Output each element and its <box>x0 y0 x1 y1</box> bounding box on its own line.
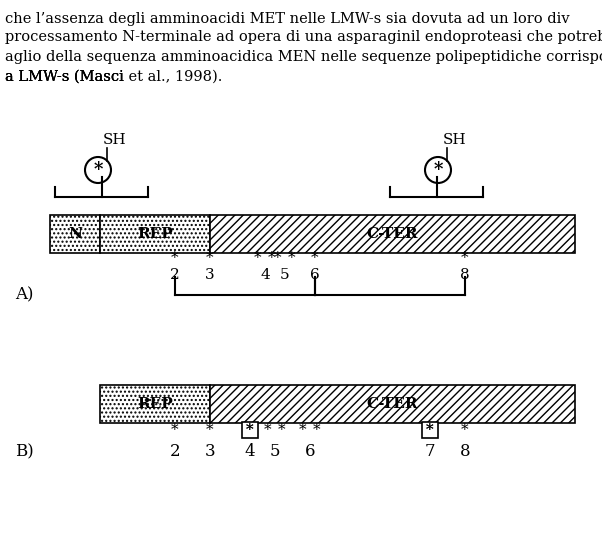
Text: *: * <box>278 423 286 437</box>
Text: SH: SH <box>443 133 467 147</box>
Text: 3: 3 <box>205 443 216 460</box>
Text: 8: 8 <box>460 268 470 282</box>
Text: *: * <box>171 423 179 437</box>
Text: 6: 6 <box>310 268 320 282</box>
Text: 4: 4 <box>260 268 270 282</box>
Text: che l’assenza degli amminoacidi MET nelle LMW-s sia dovuta ad un loro div: che l’assenza degli amminoacidi MET nell… <box>5 12 569 26</box>
Text: *: * <box>246 423 254 437</box>
Text: 2: 2 <box>170 268 180 282</box>
Text: 6: 6 <box>305 443 315 460</box>
Text: *: * <box>274 251 282 265</box>
Text: *: * <box>206 251 214 265</box>
Text: *: * <box>264 423 272 437</box>
Text: 3: 3 <box>205 268 215 282</box>
Text: *: * <box>433 161 442 179</box>
Text: SH: SH <box>103 133 127 147</box>
Text: 5: 5 <box>280 268 290 282</box>
Text: 4: 4 <box>244 443 255 460</box>
Text: C-TER: C-TER <box>367 227 418 241</box>
Text: A): A) <box>15 287 34 303</box>
Text: C-TER: C-TER <box>367 397 418 411</box>
Text: *: * <box>171 251 179 265</box>
Text: *: * <box>254 251 262 265</box>
Text: *: * <box>461 251 469 265</box>
Text: 5: 5 <box>270 443 281 460</box>
Text: *: * <box>426 423 434 437</box>
Text: *: * <box>268 251 276 265</box>
Text: *: * <box>313 423 321 437</box>
Text: B): B) <box>15 443 34 460</box>
Text: 2: 2 <box>170 443 181 460</box>
Text: *: * <box>246 423 254 437</box>
Text: 8: 8 <box>460 443 470 460</box>
Text: *: * <box>288 251 296 265</box>
Text: *: * <box>426 423 434 437</box>
Text: a LMW-s (Masci et al., 1998).: a LMW-s (Masci et al., 1998). <box>5 70 222 84</box>
Bar <box>100 385 210 423</box>
Text: *: * <box>206 423 214 437</box>
Text: *: * <box>93 161 103 179</box>
Text: a LMW-s (Masci: a LMW-s (Masci <box>5 70 128 84</box>
Bar <box>210 385 575 423</box>
Bar <box>422 422 438 438</box>
Text: *: * <box>461 423 469 437</box>
Text: REP: REP <box>137 397 173 411</box>
Text: processamento N-terminale ad opera di una asparaginil endoproteasi che potrebl: processamento N-terminale ad opera di un… <box>5 30 602 44</box>
Bar <box>50 215 100 253</box>
Text: *: * <box>299 423 307 437</box>
Bar <box>242 422 258 438</box>
Text: N: N <box>68 227 82 241</box>
Text: 7: 7 <box>424 443 435 460</box>
Text: a LMW-s (Masci: a LMW-s (Masci <box>5 70 128 84</box>
Text: REP: REP <box>137 227 173 241</box>
Text: aglio della sequenza amminoacidica MEN nelle sequenze polipeptidiche corrispond: aglio della sequenza amminoacidica MEN n… <box>5 50 602 64</box>
Bar <box>100 215 210 253</box>
Text: *: * <box>311 251 319 265</box>
Bar <box>210 215 575 253</box>
